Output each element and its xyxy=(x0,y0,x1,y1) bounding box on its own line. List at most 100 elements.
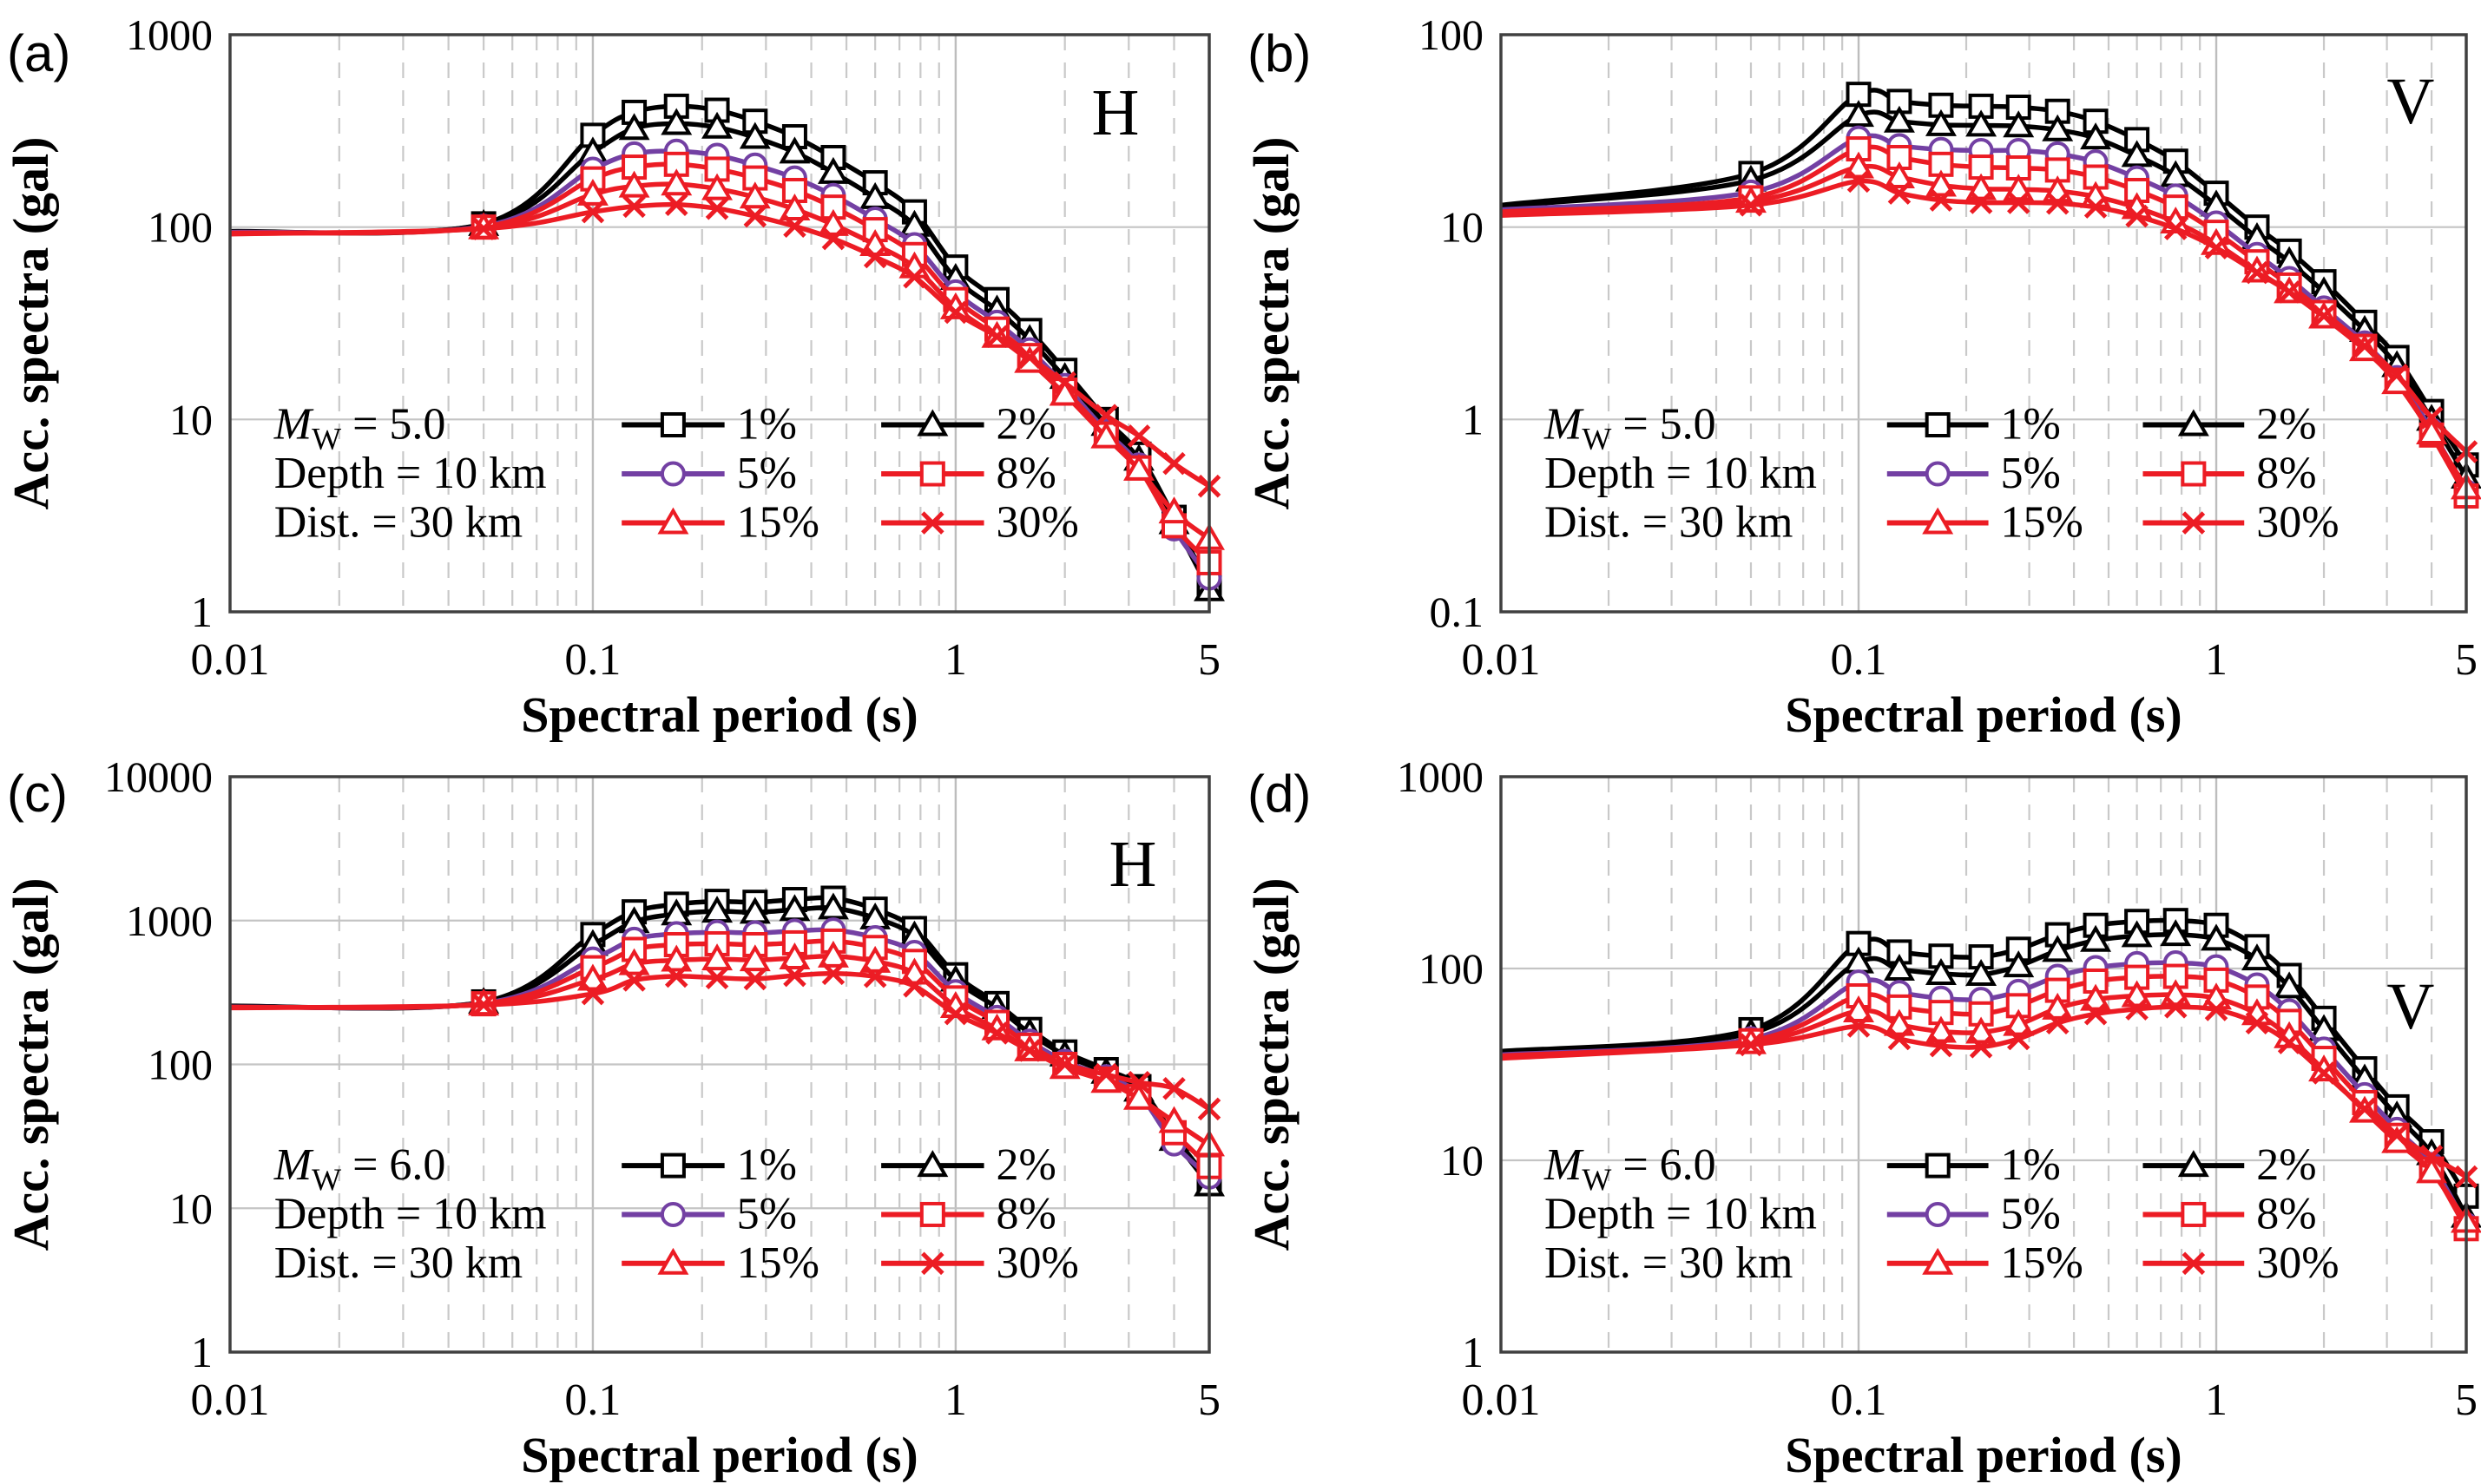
x-tick-label: 0.1 xyxy=(564,635,621,685)
marker-triangle xyxy=(917,409,949,437)
legend-info-line: Depth = 10 km xyxy=(1544,449,1817,498)
legend-info-line: Dist. = 30 km xyxy=(274,1238,523,1288)
legend-entry-label: 15% xyxy=(737,498,819,548)
plot-border xyxy=(1499,33,2468,614)
y-tick-label: 100 xyxy=(1418,10,1484,59)
marker-x xyxy=(944,1001,968,1026)
series-30% xyxy=(229,193,1221,498)
marker-triangle xyxy=(2080,122,2112,150)
legend-entry-5%: 5% xyxy=(622,1189,797,1238)
marker-triangle xyxy=(739,181,771,209)
panel-letter: (b) xyxy=(1247,24,1311,82)
marker-square xyxy=(660,412,686,437)
marker-triangle xyxy=(1965,958,1997,986)
legend-entry-2%: 2% xyxy=(881,1140,1056,1190)
marker-x xyxy=(903,265,926,289)
marker-triangle xyxy=(2003,950,2035,978)
marker-triangle xyxy=(1965,173,1997,200)
series-30% xyxy=(1500,995,2478,1189)
marker-triangle xyxy=(1925,169,1957,197)
marker-triangle xyxy=(1883,953,1915,981)
y-tick-label: 0.1 xyxy=(1430,588,1484,636)
legend-entry-30%: 30% xyxy=(881,1238,1079,1288)
y-tick-label: 1000 xyxy=(126,10,213,59)
marker-x xyxy=(2083,195,2108,219)
marker-triangle xyxy=(2274,971,2306,999)
marker-x xyxy=(2312,304,2336,328)
marker-x xyxy=(2312,1061,2336,1085)
marker-x xyxy=(1846,169,1871,194)
legend-entry-label: 5% xyxy=(737,1189,797,1238)
y-tick-label: 1000 xyxy=(1397,752,1484,801)
marker-triangle xyxy=(2080,983,2112,1011)
x-tick-label: 0.01 xyxy=(1462,635,1541,685)
marker-triangle xyxy=(1925,957,1957,985)
marker-x xyxy=(1162,1076,1186,1100)
x-tick-label: 1 xyxy=(2205,1376,2228,1425)
marker-triangle xyxy=(576,178,609,206)
marker-x xyxy=(944,300,968,325)
marker-triangle xyxy=(576,963,609,991)
marker-x xyxy=(821,962,846,986)
x-axis-title: Spectral period (s) xyxy=(1785,686,2182,742)
marker-x xyxy=(985,1021,1009,1045)
marker-x xyxy=(2245,260,2269,285)
legend-entry-8%: 8% xyxy=(2142,1189,2317,1238)
legend-info-line: Depth = 10 km xyxy=(1544,1189,1817,1238)
marker-x xyxy=(863,965,887,988)
legend-entry-label: 30% xyxy=(997,1238,1079,1288)
legend-entry-8%: 8% xyxy=(2142,449,2317,498)
marker-x xyxy=(903,975,926,998)
marker-triangle xyxy=(618,113,650,141)
legend-entry-5%: 5% xyxy=(622,449,797,498)
component-label: H xyxy=(1109,828,1157,901)
marker-x xyxy=(1739,194,1763,217)
marker-circle xyxy=(660,461,686,487)
x-axis-ticks: 0.01 0.1 1 5 xyxy=(1462,1376,2478,1425)
legend-entry-1%: 1% xyxy=(622,400,797,450)
legend-entry-label: 2% xyxy=(2256,400,2316,450)
y-tick-label: 10 xyxy=(1440,1136,1484,1185)
marker-x xyxy=(2245,1011,2269,1035)
marker-triangle xyxy=(1883,161,1915,189)
legend-entry-label: 1% xyxy=(2001,1140,2061,1190)
marker-triangle xyxy=(661,944,693,972)
legend-entry-30%: 30% xyxy=(881,498,1079,548)
component-label: H xyxy=(1092,76,1140,149)
marker-triangle xyxy=(2042,114,2074,141)
marker-x xyxy=(581,982,605,1006)
marker-x xyxy=(2163,217,2188,240)
marker-x xyxy=(622,969,646,992)
series-30% xyxy=(1500,169,2478,463)
marker-x xyxy=(1095,404,1118,427)
legend-entry-label: 30% xyxy=(2256,498,2339,548)
marker-x xyxy=(1887,1027,1912,1051)
marker-triangle xyxy=(2121,920,2153,948)
y-tick-label: 1 xyxy=(1462,1328,1484,1376)
legend-entry-15%: 15% xyxy=(622,1238,819,1288)
legend-info-line: Dist. = 30 km xyxy=(1544,1238,1793,1288)
marker-x xyxy=(1162,451,1186,476)
marker-triangle xyxy=(1843,995,1874,1023)
y-tick-label: 10 xyxy=(169,395,213,443)
marker-x xyxy=(1017,1039,1042,1062)
marker-circle xyxy=(1925,461,1951,487)
y-tick-label: 10 xyxy=(1440,203,1484,252)
marker-triangle xyxy=(1090,421,1122,449)
series-plot xyxy=(229,885,1225,1197)
marker-x xyxy=(743,967,767,991)
legend-info-line: MW = 6.0 xyxy=(273,1140,446,1197)
marker-triangle xyxy=(2416,417,2448,444)
legend-entry-5%: 5% xyxy=(1886,449,2061,498)
marker-x xyxy=(863,245,887,269)
legend-info-line: MW = 5.0 xyxy=(1543,400,1716,456)
marker-x xyxy=(821,227,846,251)
marker-x xyxy=(1095,1062,1118,1087)
marker-x xyxy=(705,196,729,220)
x-tick-label: 0.1 xyxy=(1831,635,1887,685)
legend-entry-label: 30% xyxy=(997,498,1079,548)
marker-triangle xyxy=(817,208,849,236)
marker-x xyxy=(2204,236,2228,259)
